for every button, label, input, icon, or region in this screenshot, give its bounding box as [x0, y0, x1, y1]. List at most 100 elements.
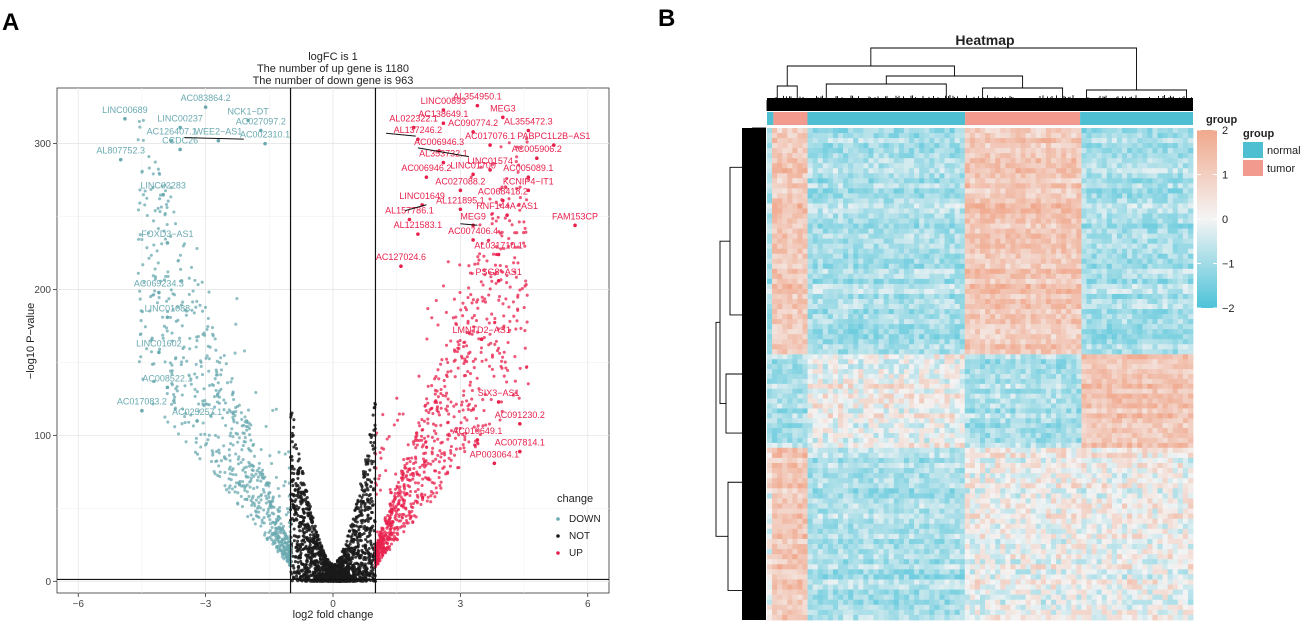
- volcano-point: [463, 416, 467, 420]
- volcano-point: [335, 559, 339, 563]
- heatmap-cell: [1091, 138, 1098, 144]
- volcano-point: [156, 167, 160, 171]
- heatmap-cell: [873, 168, 879, 174]
- volcano-point: [474, 404, 478, 408]
- heatmap-cell: [980, 163, 986, 169]
- heatmap-cell: [1101, 183, 1108, 189]
- volcano-point: [402, 484, 406, 488]
- volcano-point: [452, 453, 457, 457]
- gene-label: CCDC26: [162, 135, 198, 145]
- volcano-point: [420, 483, 424, 488]
- heatmap-cell: [1137, 173, 1143, 179]
- heatmap-cell: [812, 183, 819, 189]
- heatmap-cell: [797, 133, 803, 139]
- volcano-point: [495, 349, 500, 353]
- volcano-point: [203, 443, 208, 447]
- volcano-point: [259, 447, 263, 452]
- heatmap-cell: [924, 128, 930, 134]
- volcano-point: [439, 387, 443, 392]
- volcano-point: [457, 465, 461, 470]
- heatmap-cell: [1101, 168, 1108, 174]
- heatmap-cell: [1182, 153, 1189, 159]
- volcano-point: [357, 549, 361, 553]
- volcano-point: [274, 407, 278, 411]
- volcano-point: [426, 434, 430, 438]
- volcano-point: [216, 392, 220, 396]
- heatmap-cell: [1172, 133, 1179, 139]
- volcano-point: [389, 542, 394, 546]
- heatmap-cells: [767, 128, 1194, 621]
- volcano-point: [293, 499, 297, 504]
- heatmap-cell: [919, 133, 925, 139]
- heatmap-cell: [1116, 168, 1123, 174]
- heatmap-cell: [1010, 178, 1016, 184]
- heatmap-cell: [990, 183, 996, 189]
- volcano-point: [316, 537, 320, 541]
- heatmap-cell: [914, 183, 920, 189]
- heatmap-cell: [1051, 128, 1057, 134]
- heatmap-cell: [903, 128, 910, 134]
- heatmap-cell: [797, 153, 803, 159]
- volcano-point: [168, 361, 172, 365]
- heatmap-cell: [1066, 158, 1072, 164]
- volcano-point: [317, 572, 321, 576]
- volcano-point: [483, 297, 487, 301]
- volcano-point: [172, 392, 176, 397]
- heatmap-cell: [964, 128, 971, 134]
- volcano-point: [489, 397, 493, 402]
- volcano-point: [195, 246, 199, 251]
- volcano-title-line-2: The number of up gene is 1180: [257, 63, 409, 75]
- heatmap-cell: [959, 168, 966, 174]
- heatmap-cell: [909, 173, 915, 179]
- volcano-point: [195, 375, 199, 379]
- heatmap-cell: [980, 148, 986, 154]
- volcano-point: [389, 524, 393, 528]
- heatmap-cell: [929, 133, 935, 139]
- heatmap-cell: [863, 183, 869, 189]
- heatmap-cell: [1122, 168, 1128, 174]
- volcano-point: [283, 541, 287, 545]
- volcano-point: [180, 324, 184, 328]
- volcano-point: [178, 253, 183, 257]
- heatmap-cell: [1071, 128, 1077, 134]
- volcano-point: [466, 407, 470, 411]
- volcano-point: [286, 545, 290, 549]
- heatmap-cell: [1132, 148, 1138, 154]
- heatmap-cell: [954, 183, 961, 189]
- heatmap-cell: [1061, 173, 1067, 179]
- heatmap-cell: [980, 168, 986, 174]
- volcano-point: [139, 332, 143, 336]
- gene-label: AC005089.1: [503, 163, 553, 173]
- heatmap-cell: [868, 178, 874, 184]
- volcano-point: [315, 559, 319, 563]
- panel-label-b: B: [658, 5, 675, 32]
- heatmap-cell: [1187, 133, 1194, 139]
- volcano-point: [301, 507, 305, 511]
- volcano-point: [286, 540, 291, 544]
- volcano-point: [243, 497, 247, 501]
- heatmap-cell: [1172, 183, 1179, 189]
- heatmap-cell: [1045, 183, 1052, 189]
- heatmap-cell: [853, 183, 859, 189]
- heatmap-cell: [1061, 158, 1067, 164]
- volcano-point: [393, 516, 397, 520]
- heatmap-cell: [995, 143, 1001, 149]
- volcano-point: [243, 470, 247, 474]
- volcano-point: [519, 326, 523, 330]
- heatmap-cell: [827, 163, 834, 169]
- heatmap-cell: [772, 143, 778, 149]
- volcano-point: [348, 565, 352, 569]
- volcano-point: [236, 462, 241, 466]
- volcano-point: [364, 518, 368, 522]
- volcano-point: [453, 375, 457, 379]
- heatmap-cell: [1081, 143, 1087, 149]
- volcano-point: [425, 499, 429, 503]
- volcano-point: [461, 301, 465, 305]
- volcano-point: [396, 532, 400, 537]
- volcano-point: [219, 459, 223, 463]
- volcano-point: [433, 469, 437, 473]
- heatmap-cell: [1162, 133, 1169, 139]
- volcano-point: [414, 460, 418, 464]
- heatmap-cell: [1035, 173, 1042, 179]
- volcano-point: [479, 280, 483, 284]
